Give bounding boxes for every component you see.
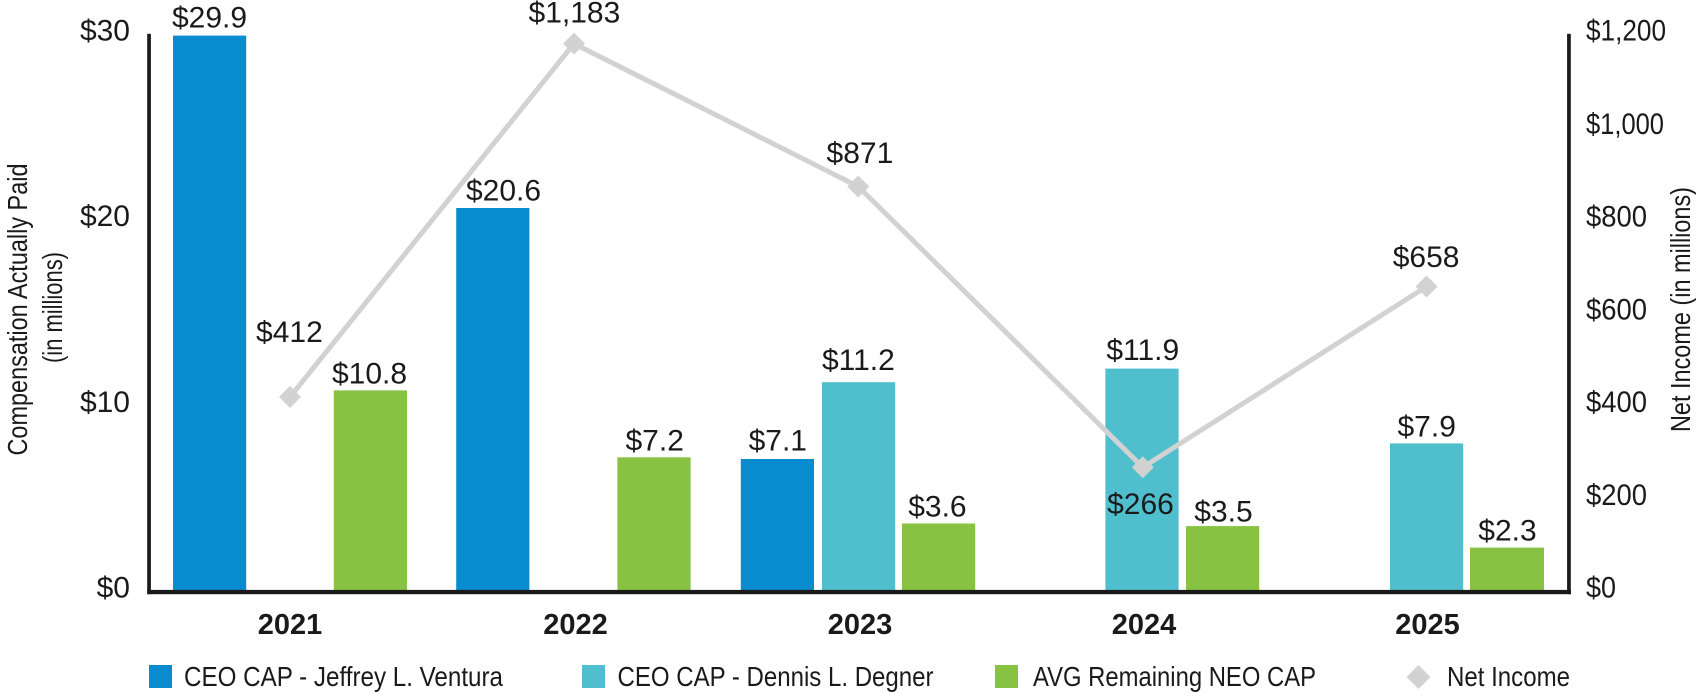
svg-text:CEO CAP - Jeffrey L. Ventura: CEO CAP - Jeffrey L. Ventura [184, 661, 503, 692]
svg-text:$200: $200 [1586, 479, 1647, 512]
svg-text:$7.9: $7.9 [1398, 411, 1456, 444]
svg-text:$11.9: $11.9 [1106, 334, 1179, 367]
svg-text:$29.9: $29.9 [172, 2, 247, 35]
svg-text:$266: $266 [1107, 488, 1174, 521]
svg-text:$30: $30 [80, 15, 130, 48]
svg-text:$11.2: $11.2 [822, 344, 895, 377]
svg-text:2024: 2024 [1112, 609, 1177, 641]
svg-text:CEO CAP - Dennis L. Degner: CEO CAP - Dennis L. Degner [618, 661, 934, 692]
svg-text:$1,183: $1,183 [529, 0, 621, 30]
svg-text:$3.5: $3.5 [1194, 496, 1252, 529]
svg-text:$800: $800 [1586, 201, 1647, 234]
svg-text:$0: $0 [97, 572, 130, 605]
svg-text:$7.1: $7.1 [749, 424, 807, 457]
svg-text:$2.3: $2.3 [1478, 515, 1536, 548]
svg-text:$600: $600 [1586, 293, 1647, 326]
svg-text:2025: 2025 [1395, 609, 1460, 641]
svg-text:$3.6: $3.6 [908, 491, 966, 524]
svg-text:$412: $412 [256, 316, 323, 349]
svg-text:$10.8: $10.8 [332, 358, 407, 391]
svg-text:AVG Remaining NEO CAP: AVG Remaining NEO CAP [1033, 661, 1316, 692]
svg-text:$20: $20 [80, 200, 130, 233]
svg-text:2023: 2023 [828, 609, 893, 641]
svg-text:$1,200: $1,200 [1586, 15, 1666, 48]
svg-text:$658: $658 [1393, 241, 1460, 274]
svg-text:(in millions): (in millions) [37, 252, 68, 363]
svg-text:$0: $0 [1586, 572, 1616, 605]
svg-text:Net Income: Net Income [1447, 661, 1570, 692]
svg-text:$871: $871 [827, 137, 894, 170]
svg-text:2022: 2022 [543, 609, 608, 641]
svg-text:Compensation Actually Paid: Compensation Actually Paid [2, 164, 33, 456]
svg-text:$10: $10 [80, 386, 130, 419]
svg-text:$7.2: $7.2 [626, 424, 684, 457]
svg-text:$400: $400 [1586, 386, 1647, 419]
svg-text:$20.6: $20.6 [466, 175, 541, 208]
svg-text:$1,000: $1,000 [1586, 108, 1664, 141]
svg-text:Net Income (in millions): Net Income (in millions) [1665, 187, 1696, 432]
svg-text:2021: 2021 [258, 609, 323, 641]
